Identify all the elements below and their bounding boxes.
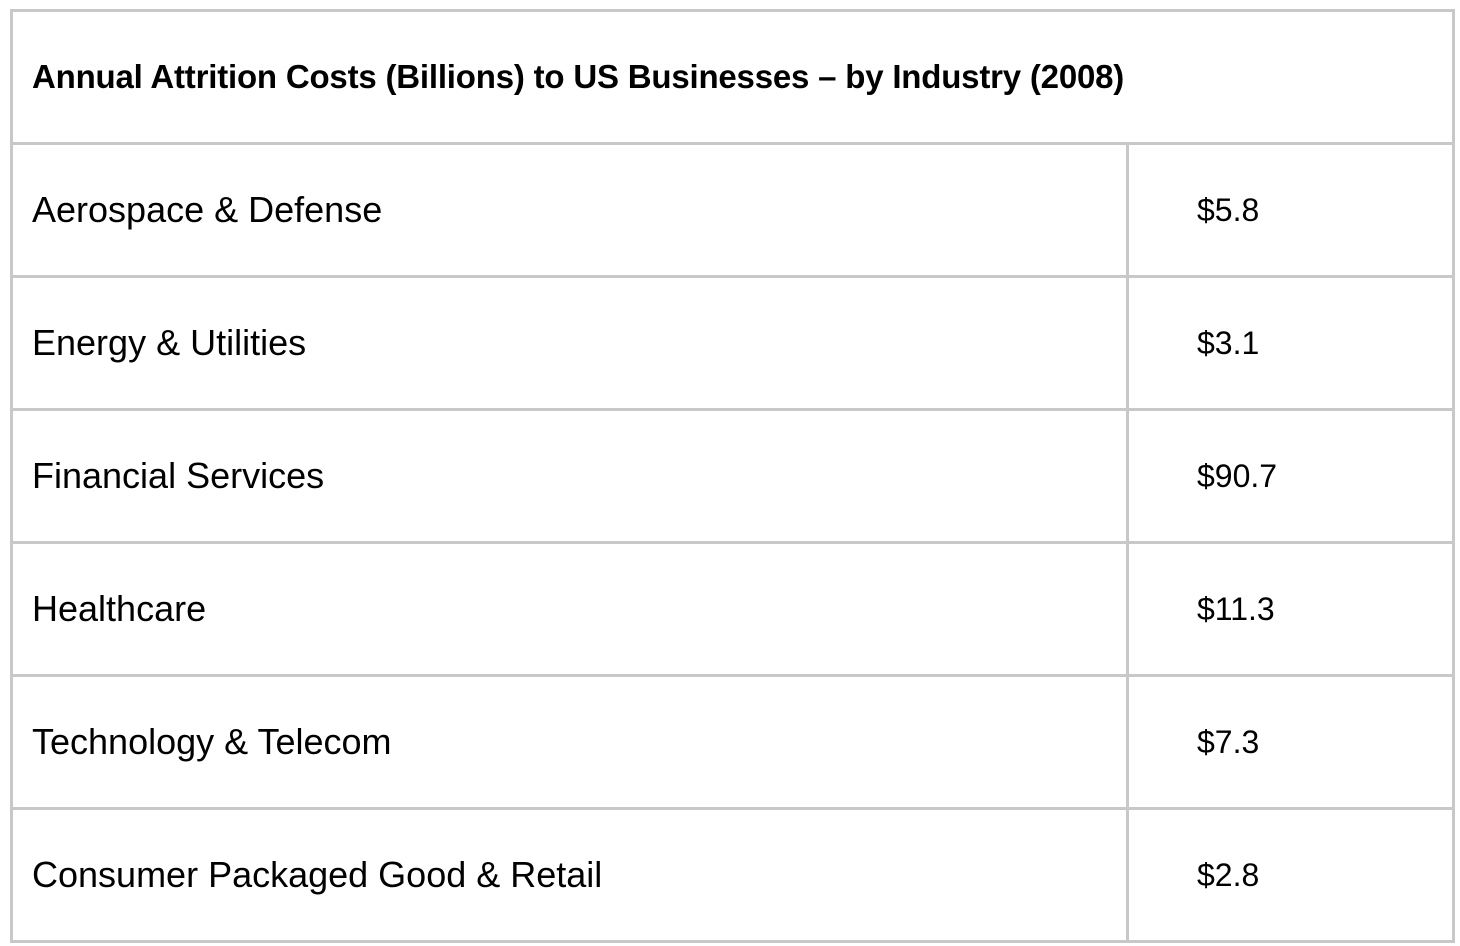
industry-cell: Financial Services: [10, 408, 1129, 544]
table-row: Aerospace & Defense $5.8: [10, 142, 1456, 278]
table-row: Consumer Packaged Good & Retail $2.8: [10, 807, 1456, 943]
table-title: Annual Attrition Costs (Billions) to US …: [9, 9, 1456, 145]
cost-cell: $7.3: [1125, 674, 1456, 810]
cost-cell: $3.1: [1125, 275, 1456, 411]
industry-cell: Energy & Utilities: [10, 275, 1129, 411]
industry-cell: Technology & Telecom: [10, 674, 1129, 810]
attrition-cost-table: Annual Attrition Costs (Billions) to US …: [9, 9, 1456, 943]
cost-cell: $11.3: [1125, 541, 1456, 677]
table-title-row: Annual Attrition Costs (Billions) to US …: [9, 9, 1456, 145]
industry-cell: Consumer Packaged Good & Retail: [10, 807, 1129, 943]
table-row: Energy & Utilities $3.1: [10, 275, 1456, 411]
table-row: Financial Services $90.7: [10, 408, 1456, 544]
table-row: Technology & Telecom $7.3: [10, 674, 1456, 810]
cost-cell: $2.8: [1125, 807, 1456, 943]
industry-cell: Aerospace & Defense: [10, 142, 1129, 278]
cost-cell: $90.7: [1125, 408, 1456, 544]
table-row: Healthcare $11.3: [10, 541, 1456, 677]
industry-cell: Healthcare: [10, 541, 1129, 677]
cost-cell: $5.8: [1125, 142, 1456, 278]
